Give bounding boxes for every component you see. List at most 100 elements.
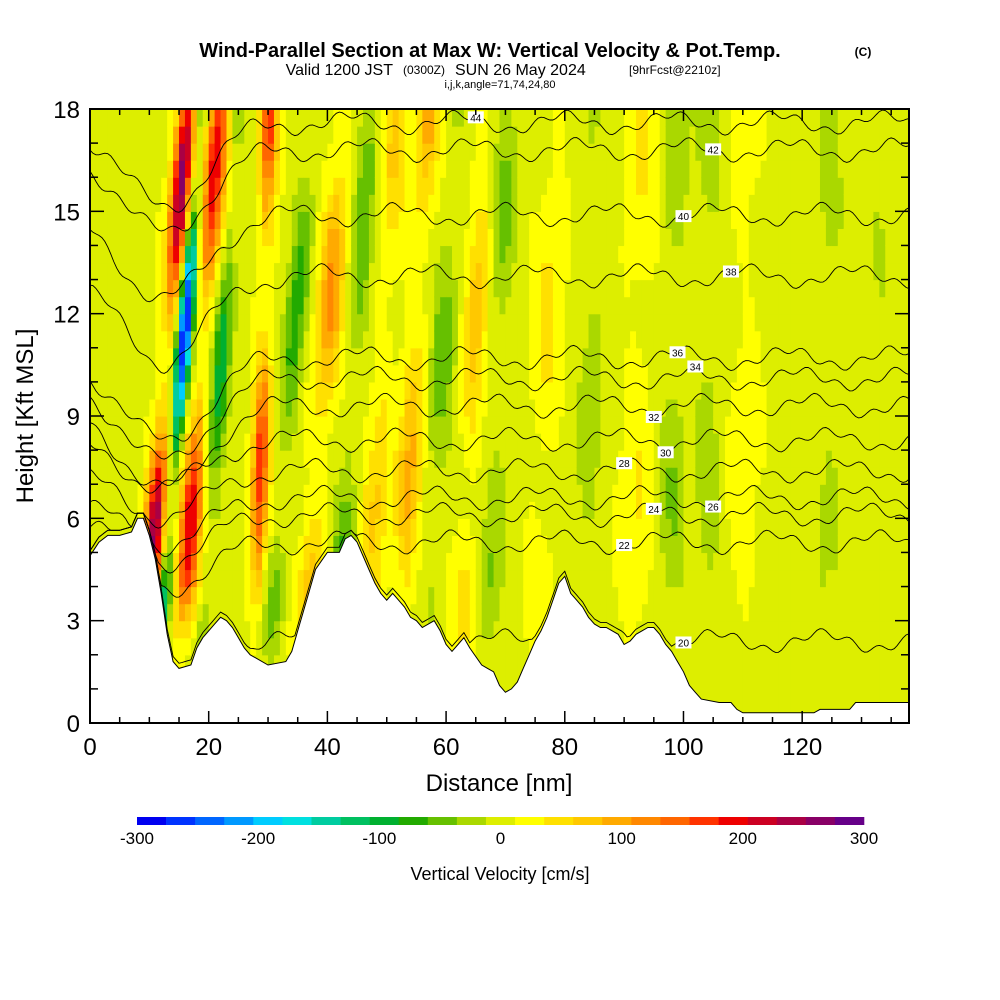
w-cell xyxy=(529,364,536,383)
w-cell xyxy=(541,364,548,383)
w-cell xyxy=(268,501,275,519)
w-cell xyxy=(404,467,412,485)
w-cell xyxy=(452,143,459,161)
w-cell xyxy=(582,501,590,519)
w-cell xyxy=(641,569,649,588)
w-cell xyxy=(244,279,251,298)
w-cell xyxy=(618,262,625,281)
w-cell xyxy=(469,143,477,161)
w-cell xyxy=(250,160,257,178)
w-cell xyxy=(131,433,139,451)
w-cell xyxy=(677,603,685,622)
w-cell xyxy=(570,194,578,212)
w-cell xyxy=(725,194,732,212)
w-cell xyxy=(814,671,821,690)
w-cell xyxy=(701,381,708,400)
w-cell xyxy=(131,194,139,212)
w-cell xyxy=(475,330,483,349)
w-cell xyxy=(345,109,352,127)
w-cell xyxy=(262,416,269,434)
w-cell xyxy=(861,143,869,161)
w-cell xyxy=(125,381,133,400)
w-cell xyxy=(612,586,619,605)
w-cell xyxy=(386,433,394,451)
w-cell xyxy=(291,330,299,349)
w-cell xyxy=(499,450,507,468)
w-cell xyxy=(333,279,340,298)
w-cell xyxy=(778,245,785,264)
w-cell xyxy=(819,484,827,502)
w-cell xyxy=(713,245,720,264)
w-cell xyxy=(897,211,904,229)
w-cell xyxy=(196,364,204,383)
w-cell xyxy=(268,245,275,264)
w-cell xyxy=(796,160,803,178)
w-cell xyxy=(689,347,696,366)
w-cell xyxy=(695,637,702,656)
w-cell xyxy=(790,194,797,212)
w-cell xyxy=(772,143,780,161)
w-cell xyxy=(606,245,613,264)
w-cell xyxy=(671,484,679,502)
w-cell xyxy=(582,194,590,212)
w-cell xyxy=(570,501,578,519)
w-cell xyxy=(303,518,311,536)
w-cell xyxy=(653,364,661,383)
w-cell xyxy=(161,467,168,485)
w-cell xyxy=(173,347,180,366)
w-cell xyxy=(398,160,406,178)
w-cell xyxy=(517,586,524,605)
w-cell xyxy=(463,552,471,571)
w-cell xyxy=(232,279,239,298)
w-cell xyxy=(630,143,637,161)
w-cell xyxy=(736,245,744,264)
w-cell xyxy=(452,620,459,639)
w-cell xyxy=(831,603,839,622)
w-cell xyxy=(303,364,311,383)
w-cell xyxy=(564,398,572,417)
w-cell xyxy=(754,381,762,400)
w-cell xyxy=(600,603,607,622)
w-cell xyxy=(594,433,601,451)
w-cell xyxy=(90,518,97,536)
w-cell xyxy=(689,228,696,247)
w-cell xyxy=(273,177,281,195)
w-cell xyxy=(125,194,133,212)
w-cell xyxy=(861,228,869,247)
w-cell xyxy=(279,398,287,417)
w-cell xyxy=(173,603,180,622)
w-cell xyxy=(612,603,619,622)
w-cell xyxy=(184,535,192,554)
w-cell xyxy=(321,364,328,383)
w-cell xyxy=(517,535,524,554)
w-cell xyxy=(778,279,785,298)
w-cell xyxy=(273,347,281,366)
w-cell xyxy=(736,398,744,417)
w-cell xyxy=(220,518,228,536)
w-cell xyxy=(208,228,216,247)
w-cell xyxy=(351,279,358,298)
w-cell xyxy=(404,450,412,468)
w-cell xyxy=(463,262,471,281)
w-cell xyxy=(155,416,162,434)
w-cell xyxy=(808,228,815,247)
w-cell xyxy=(760,416,768,434)
w-cell xyxy=(855,398,863,417)
w-cell xyxy=(891,364,898,383)
w-cell xyxy=(101,416,109,434)
w-cell xyxy=(867,450,874,468)
w-cell xyxy=(273,637,281,656)
w-cell xyxy=(167,211,174,229)
w-cell xyxy=(659,143,667,161)
w-cell xyxy=(885,143,892,161)
w-cell xyxy=(392,569,400,588)
w-cell xyxy=(546,109,554,127)
w-cell xyxy=(469,194,477,212)
w-cell xyxy=(95,262,103,281)
w-cell xyxy=(772,330,780,349)
w-cell xyxy=(701,450,708,468)
w-cell xyxy=(523,177,530,195)
w-cell xyxy=(517,228,524,247)
w-cell xyxy=(849,654,857,673)
w-cell xyxy=(232,211,239,229)
